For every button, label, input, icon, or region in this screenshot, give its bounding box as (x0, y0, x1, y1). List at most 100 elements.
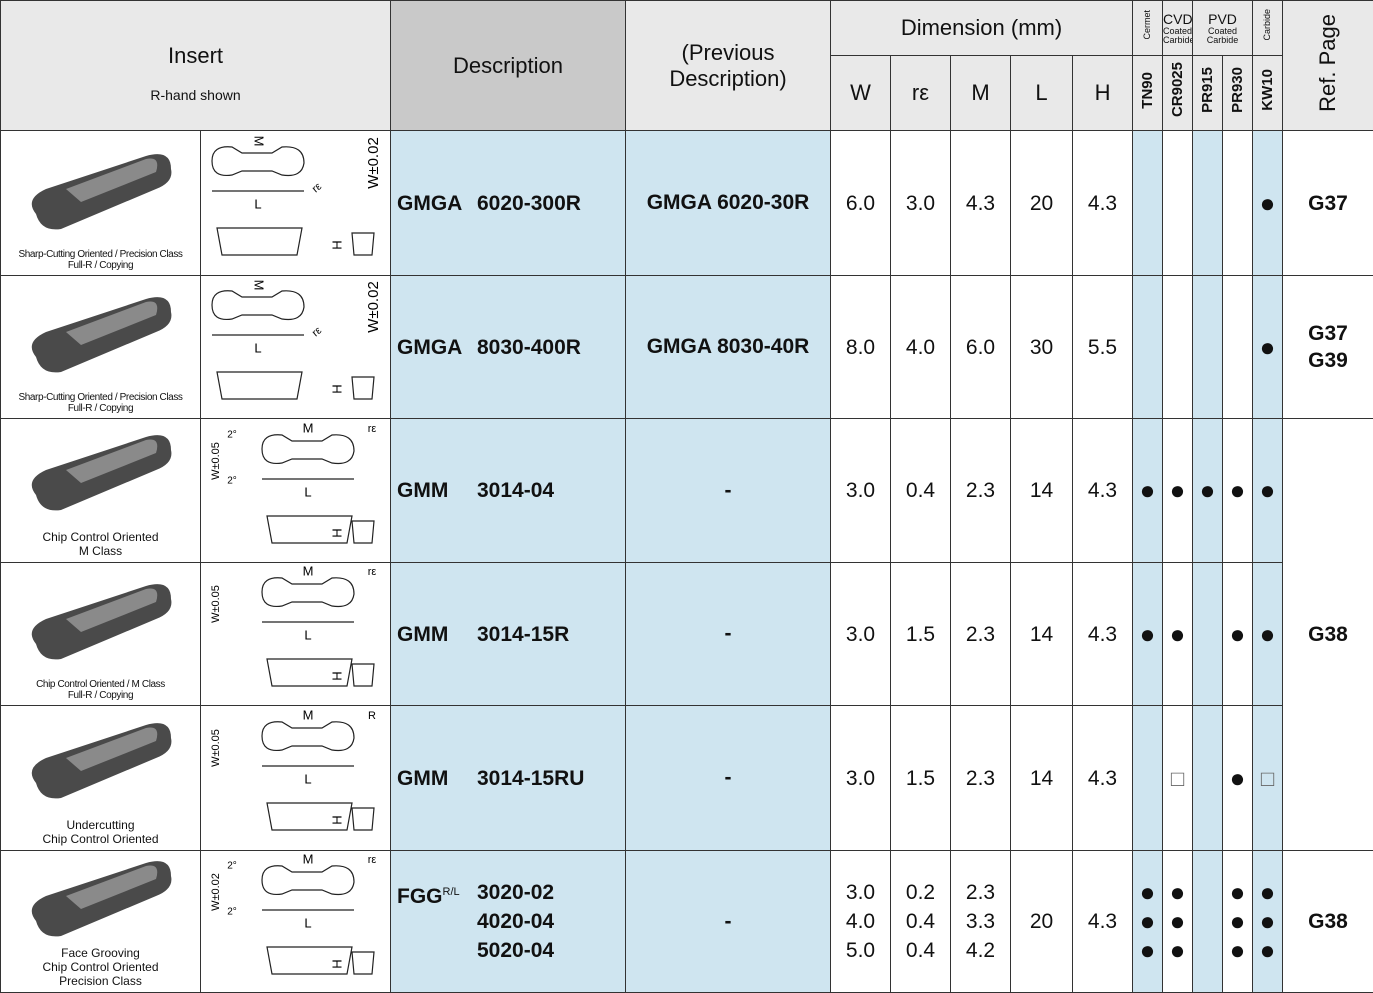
insert-caption: Face Grooving (1, 946, 200, 960)
end-view (352, 808, 374, 830)
drawing-label: 2° (227, 429, 237, 440)
dimension-cell: 20 (1011, 851, 1073, 993)
grade-cell: ● (1223, 706, 1253, 851)
stock-symbol: ● (1253, 907, 1282, 936)
dimension-cell: 3.0 (891, 131, 951, 276)
dimension-value: 4.3 (1073, 620, 1132, 649)
end-view (352, 233, 374, 255)
previous-header: (Previous Description) (626, 1, 831, 131)
stock-symbol (1223, 189, 1252, 218)
drawing-label: H (329, 671, 344, 680)
dimension-value: 30 (1011, 333, 1072, 362)
top-view (262, 865, 354, 894)
drawing-label: L (304, 915, 311, 930)
end-view (352, 521, 374, 543)
dimension-value: 0.4 (891, 476, 950, 505)
drawing-label: H (329, 959, 344, 968)
stock-symbol: ● (1133, 907, 1162, 936)
dimension-header: Dimension (mm) (831, 1, 1133, 56)
dimension-cell: 20 (1011, 131, 1073, 276)
side-view (217, 228, 302, 255)
grade-class-label: CVD (1163, 11, 1192, 27)
dimension-cell: 4.3 (1073, 706, 1133, 851)
drawing-label: rε (367, 566, 376, 578)
drawing-label: 2° (227, 860, 237, 871)
dimension-value: 4.3 (1073, 189, 1132, 218)
insert-caption: Chip Control Oriented (1, 832, 200, 846)
insert-photo-cell: Sharp-Cutting Oriented / Precision Class… (1, 276, 201, 419)
stock-symbol: ● (1163, 620, 1192, 649)
dimension-value: 20 (1011, 907, 1072, 936)
dimension-value: 1.5 (891, 764, 950, 793)
series: GMM (397, 620, 477, 649)
ref-header: Ref. Page (1283, 1, 1373, 131)
ref-page: G38 (1283, 908, 1373, 935)
description-header: Description (391, 1, 626, 131)
dimension-cell: 6.0 (951, 276, 1011, 419)
dimension-value: 3.0 (831, 620, 890, 649)
drawing-label: 2° (227, 475, 237, 486)
dimension-cell: 5.5 (1073, 276, 1133, 419)
dimension-label: M (951, 56, 1011, 131)
dimension-cell: 3.0 (831, 563, 891, 706)
insert-caption: Sharp-Cutting Oriented / Precision Class (1, 392, 200, 403)
series-name: GMM (397, 767, 448, 790)
drawing-label: M (251, 280, 266, 291)
drawing-label: W±0.05 (209, 442, 221, 480)
code: 5020-04 (477, 936, 554, 965)
ref-title: Ref. Page (1315, 14, 1341, 112)
dimension-cell: 4.3 (1073, 563, 1133, 706)
insert-caption: Chip Control Oriented (1, 530, 200, 544)
ref-cell: G38 (1283, 851, 1373, 993)
grade-cell: ● (1253, 131, 1283, 276)
stock-symbol: ● (1223, 476, 1252, 505)
dimension-cell: 2.3 (951, 706, 1011, 851)
drawing-label: W±0.05 (209, 585, 221, 623)
dimension-value: 6.0 (831, 189, 890, 218)
grade-header: CR9025 (1163, 56, 1193, 131)
dimension-value: 6.0 (951, 333, 1010, 362)
previous-cell: GMGA 8030-40R (626, 276, 831, 419)
grade-class: Carbide (1253, 1, 1283, 56)
grade-cell (1193, 851, 1223, 993)
stock-symbol: ● (1223, 764, 1252, 793)
drawing-label: 2° (227, 906, 237, 917)
grade-class-label: PVD (1193, 11, 1252, 27)
ref-page: G37 (1283, 190, 1373, 217)
insert-note: R-hand shown (1, 87, 390, 103)
dimension-value: 2.3 (951, 764, 1010, 793)
dimension-value: 5.0 (831, 936, 890, 965)
drawing-label: rε (367, 422, 376, 434)
dimension-cell: 14 (1011, 563, 1073, 706)
ref-page: G38 (1283, 621, 1373, 648)
series: GMM (397, 764, 477, 793)
insert-caption: M Class (1, 544, 200, 558)
grade-cell: ● (1163, 563, 1193, 706)
grade-cell (1193, 276, 1223, 419)
codes: 3014-15R (477, 620, 569, 649)
grade-cell (1223, 276, 1253, 419)
stock-symbol (1133, 764, 1162, 793)
description-cell: GMM 3014-15R (391, 563, 626, 706)
grade-label: PR915 (1199, 67, 1216, 113)
dimension-value: 4.0 (831, 907, 890, 936)
grade-cell: □ (1253, 706, 1283, 851)
stock-symbol: ● (1223, 907, 1252, 936)
dimension-cell: 0.4 (891, 419, 951, 563)
code: 3020-02 (477, 878, 554, 907)
series-name: GMM (397, 623, 448, 646)
insert-photo (6, 144, 196, 244)
insert-photo-cell: Sharp-Cutting Oriented / Precision Class… (1, 131, 201, 276)
drawing-label: L (254, 196, 261, 211)
dimension-cell: 3.0 (831, 419, 891, 563)
